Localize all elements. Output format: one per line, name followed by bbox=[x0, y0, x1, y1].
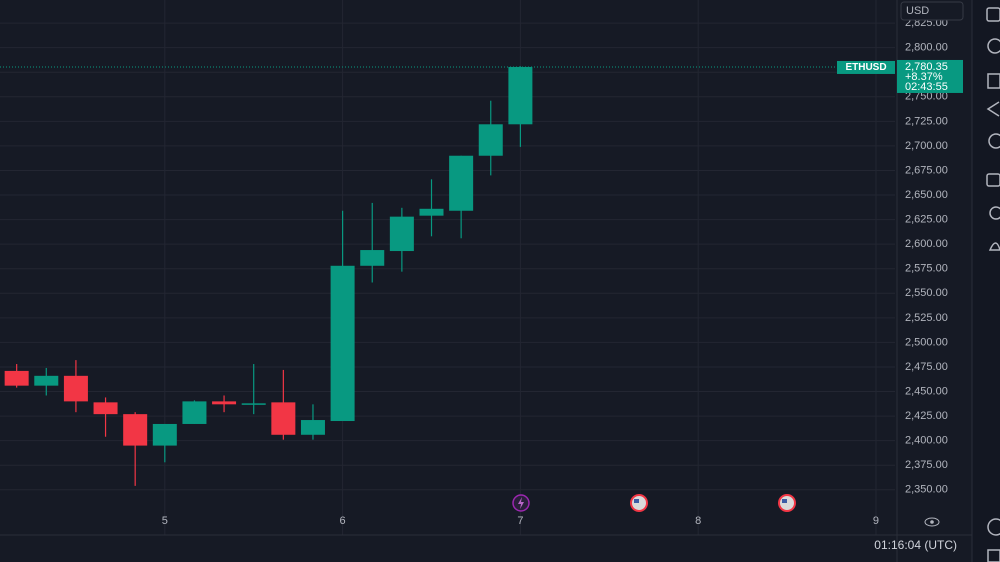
flag bbox=[634, 499, 639, 503]
tool-icon[interactable] bbox=[987, 73, 1000, 89]
candle-body bbox=[182, 401, 207, 424]
candle-body bbox=[508, 66, 533, 125]
tool-icon[interactable] bbox=[987, 38, 1000, 54]
candle-body bbox=[4, 370, 29, 386]
currency: USD bbox=[906, 5, 929, 17]
y-tick-label: 2,525.00 bbox=[905, 312, 948, 324]
candle-body bbox=[419, 208, 444, 216]
event-icons bbox=[512, 494, 796, 512]
candle-body bbox=[478, 124, 503, 156]
candle-body bbox=[34, 375, 59, 386]
candle-body bbox=[212, 401, 237, 405]
tool-icon[interactable] bbox=[987, 549, 1000, 562]
candle-body bbox=[330, 265, 355, 422]
candle-body bbox=[63, 375, 88, 402]
y-tick-label: 2,750.00 bbox=[905, 91, 948, 103]
symbol: ETHUSD bbox=[845, 62, 886, 73]
candle-body bbox=[389, 216, 414, 252]
last-price: 2,780.35 bbox=[905, 61, 948, 73]
bolt bbox=[518, 497, 524, 509]
y-tick-label: 2,625.00 bbox=[905, 214, 948, 226]
countdown: 02:43:55 bbox=[905, 81, 948, 93]
y-tick-label: 2,700.00 bbox=[905, 140, 948, 152]
y-tick-label: 2,550.00 bbox=[905, 287, 948, 299]
price-badge bbox=[897, 59, 963, 93]
tool-icon[interactable] bbox=[987, 518, 1000, 536]
currency-button[interactable] bbox=[900, 1, 964, 21]
y-tick-label: 2,600.00 bbox=[905, 238, 948, 250]
change: +8.37% bbox=[905, 71, 943, 83]
x-tick-label: 6 bbox=[340, 515, 346, 527]
candle-body bbox=[300, 420, 325, 435]
x-tick-label: 5 bbox=[162, 515, 168, 527]
candle-body bbox=[123, 414, 148, 446]
clock[interactable]: 01:16:04 (UTC) bbox=[874, 538, 957, 552]
toolbar-icons bbox=[986, 7, 1000, 562]
candle-body bbox=[271, 402, 296, 435]
y-tick-label: 2,400.00 bbox=[905, 435, 948, 447]
y-tick-label: 2,475.00 bbox=[905, 361, 948, 373]
tool-icon[interactable] bbox=[989, 206, 1000, 220]
y-tick-label: 2,500.00 bbox=[905, 336, 948, 348]
candle-body bbox=[152, 423, 177, 446]
tool-icon[interactable] bbox=[986, 7, 1000, 22]
y-tick-label: 2,650.00 bbox=[905, 189, 948, 201]
axis-labels: 2,350.00 2,375.00 2,400.00 2,425.00 2,450.00… bbox=[162, 17, 948, 527]
tool-icon[interactable] bbox=[986, 101, 1000, 117]
flag bbox=[782, 499, 787, 503]
candle-body bbox=[93, 402, 118, 415]
tool-icon[interactable] bbox=[988, 133, 1000, 149]
y-tick-label: 2,575.00 bbox=[905, 263, 948, 275]
y-tick-label: 2,350.00 bbox=[905, 484, 948, 496]
settings-icon[interactable] bbox=[924, 517, 940, 527]
toolbar bbox=[972, 0, 1000, 562]
candles bbox=[0, 66, 897, 486]
candle-body bbox=[360, 250, 385, 266]
x-tick-label: 7 bbox=[517, 515, 523, 527]
grid bbox=[0, 0, 895, 535]
tool-icon[interactable] bbox=[986, 173, 1000, 187]
candle-body bbox=[449, 155, 474, 211]
settings-dot bbox=[930, 520, 934, 524]
y-tick-label: 2,450.00 bbox=[905, 385, 948, 397]
y-tick-label: 2,425.00 bbox=[905, 410, 948, 422]
x-tick-label: 9 bbox=[873, 515, 879, 527]
y-tick-label: 2,725.00 bbox=[905, 115, 948, 127]
symbol-badge bbox=[837, 60, 895, 74]
y-tick-label: 2,675.00 bbox=[905, 164, 948, 176]
y-tick-label: 2,375.00 bbox=[905, 459, 948, 471]
x-tick-label: 8 bbox=[695, 515, 701, 527]
candle-body bbox=[241, 403, 266, 405]
y-tick-label: 2,800.00 bbox=[905, 42, 948, 54]
